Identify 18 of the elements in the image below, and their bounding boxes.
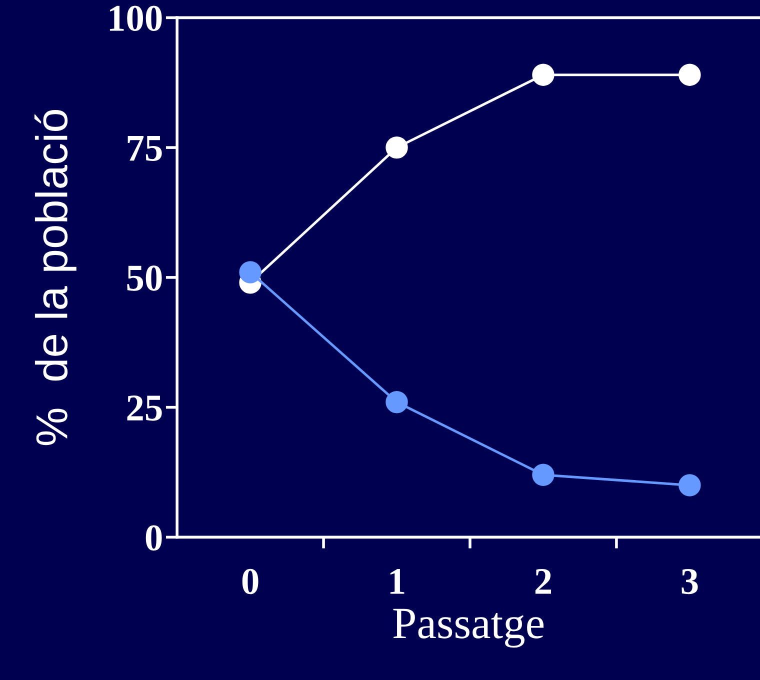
x-tick-label: 2 xyxy=(535,568,551,594)
x-axis-title: Passatge xyxy=(393,608,544,648)
y-tick-label: 75 xyxy=(128,136,162,161)
point xyxy=(678,64,701,86)
point xyxy=(678,474,701,496)
x-tick-label: 1 xyxy=(390,569,404,594)
point xyxy=(239,261,262,284)
y-axis-title: % de la població xyxy=(34,110,76,446)
y-tick-label: 50 xyxy=(127,266,162,291)
point xyxy=(532,464,554,486)
y-tick-label: 100 xyxy=(110,6,162,32)
y-tick-label: 0 xyxy=(146,525,162,551)
point xyxy=(386,136,408,159)
x-tick-label: 3 xyxy=(682,568,698,594)
point xyxy=(532,64,554,86)
y-tick-label: 25 xyxy=(127,396,162,421)
point xyxy=(386,391,408,414)
x-tick-label: 0 xyxy=(242,568,258,594)
